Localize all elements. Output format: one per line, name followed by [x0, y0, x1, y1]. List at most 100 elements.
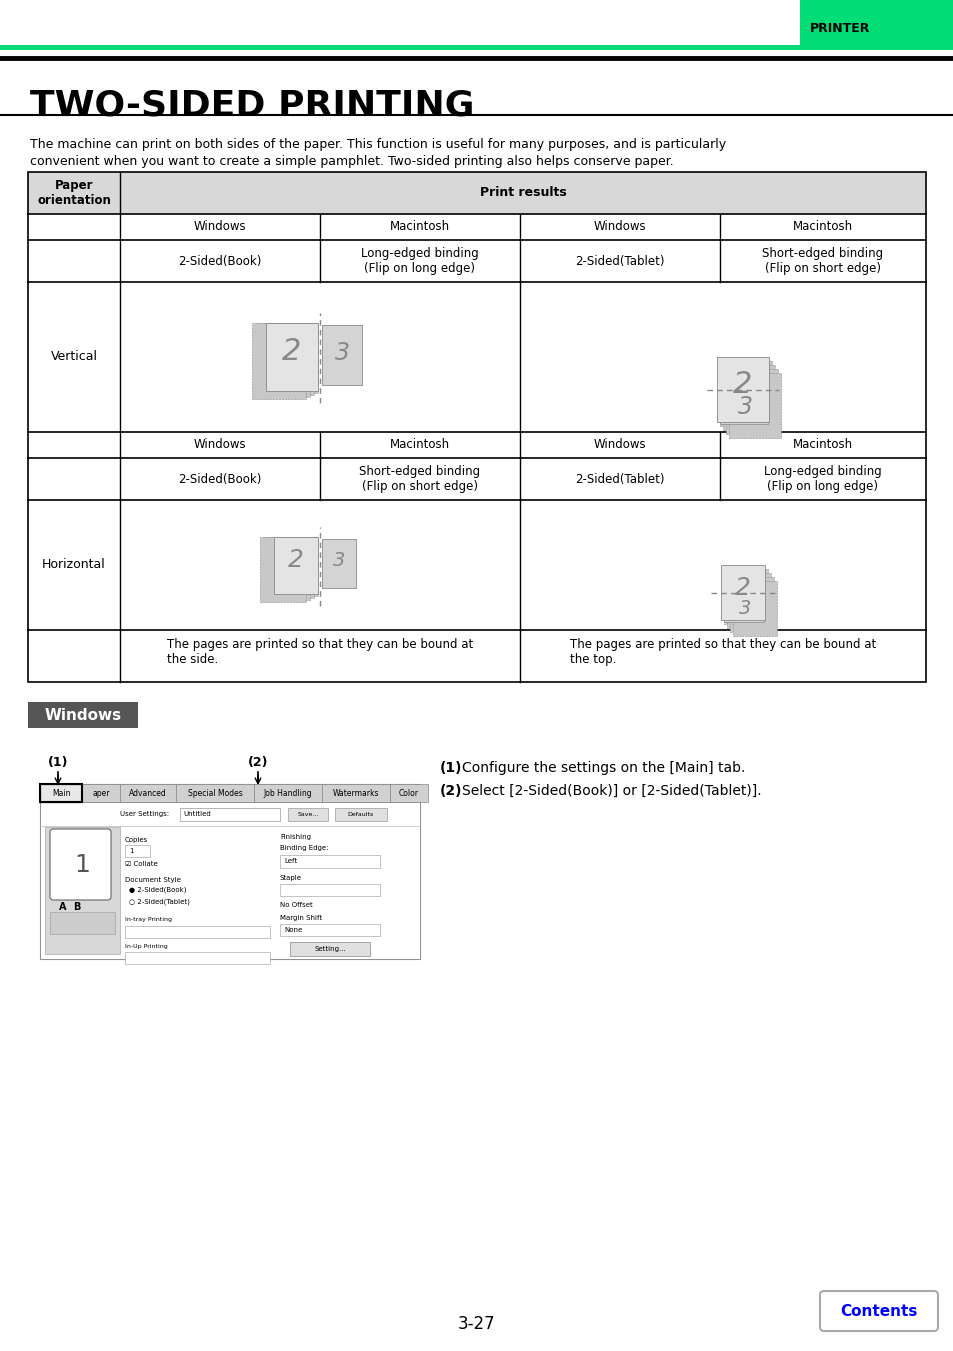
Text: 3: 3: [737, 396, 752, 420]
Text: 2: 2: [282, 338, 301, 366]
Text: Print results: Print results: [479, 186, 566, 200]
Text: Windows: Windows: [593, 220, 645, 234]
Text: 1: 1: [129, 848, 133, 854]
Text: 2-Sided(Tablet): 2-Sided(Tablet): [575, 473, 664, 485]
Text: ○ 2-Sided(Tablet): ○ 2-Sided(Tablet): [129, 898, 190, 905]
Bar: [390, 784, 428, 802]
Bar: [255, 323, 310, 397]
FancyBboxPatch shape: [28, 703, 138, 728]
Bar: [253, 784, 322, 802]
Bar: [280, 924, 379, 936]
Text: Main: Main: [51, 789, 71, 797]
Text: In-tray Printing: In-tray Printing: [125, 917, 172, 921]
Bar: [264, 323, 317, 393]
Text: Margin Shift: Margin Shift: [280, 915, 322, 921]
Text: Document Style: Document Style: [125, 877, 181, 884]
Text: Short-edged binding
(Flip on short edge): Short-edged binding (Flip on short edge): [359, 465, 480, 493]
Bar: [272, 536, 317, 596]
Text: (2): (2): [439, 784, 462, 798]
Bar: [720, 565, 764, 620]
Text: Untitled: Untitled: [183, 811, 211, 817]
Bar: [280, 855, 379, 867]
Bar: [260, 536, 306, 601]
Bar: [280, 884, 379, 896]
Text: Macintosh: Macintosh: [792, 220, 852, 234]
Text: 1: 1: [74, 852, 90, 877]
Bar: [268, 536, 314, 597]
Bar: [0, 0, 953, 45]
Bar: [0, 0, 800, 45]
Text: Copies: Copies: [125, 838, 148, 843]
Text: The pages are printed so that they can be bound at
the top.: The pages are printed so that they can b…: [569, 638, 875, 666]
Text: The pages are printed so that they can be bound at
the side.: The pages are printed so that they can b…: [167, 638, 473, 666]
Text: 2-Sided(Tablet): 2-Sided(Tablet): [575, 254, 664, 267]
Text: Configure the settings on the [Main] tab.: Configure the settings on the [Main] tab…: [461, 761, 744, 775]
Bar: [125, 844, 150, 857]
Text: Finishing: Finishing: [280, 834, 311, 840]
Bar: [720, 388, 767, 423]
Text: A: A: [59, 902, 67, 912]
Text: Windows: Windows: [193, 439, 246, 451]
Text: In-Up Printing: In-Up Printing: [125, 944, 168, 948]
Bar: [40, 784, 419, 959]
Text: Left: Left: [284, 858, 296, 865]
Text: Select [2-Sided(Book)] or [2-Sided(Tablet)].: Select [2-Sided(Book)] or [2-Sided(Table…: [461, 784, 760, 798]
Text: ☑ Collate: ☑ Collate: [125, 861, 157, 867]
Text: 2-Sided(Book): 2-Sided(Book): [178, 254, 261, 267]
Bar: [125, 925, 270, 938]
Bar: [717, 357, 768, 422]
Bar: [40, 784, 82, 802]
Text: 2-Sided(Book): 2-Sided(Book): [178, 473, 261, 485]
Text: Job Handling: Job Handling: [263, 789, 312, 797]
Text: (2): (2): [248, 757, 268, 769]
Bar: [264, 536, 310, 600]
Bar: [45, 827, 120, 954]
Bar: [180, 808, 280, 821]
Text: Special Modes: Special Modes: [188, 789, 242, 797]
Bar: [266, 323, 317, 390]
Text: TWO-SIDED PRINTING: TWO-SIDED PRINTING: [30, 88, 474, 122]
Bar: [335, 808, 387, 821]
Text: convenient when you want to create a simple pamphlet. Two-sided printing also he: convenient when you want to create a sim…: [30, 155, 673, 168]
Bar: [260, 323, 314, 394]
Bar: [728, 373, 781, 438]
Text: Contents: Contents: [840, 1304, 917, 1319]
Bar: [732, 581, 776, 636]
Text: None: None: [280, 885, 296, 890]
Text: B: B: [73, 902, 81, 912]
Bar: [322, 326, 361, 385]
Bar: [290, 942, 370, 957]
Text: Color: Color: [398, 789, 418, 797]
Bar: [722, 365, 774, 430]
Bar: [720, 361, 771, 426]
Text: Macintosh: Macintosh: [792, 439, 852, 451]
Bar: [322, 539, 355, 588]
FancyBboxPatch shape: [820, 1292, 937, 1331]
Bar: [120, 784, 175, 802]
Text: Horizontal: Horizontal: [42, 558, 106, 571]
Text: Advanced: Advanced: [129, 789, 167, 797]
Bar: [28, 172, 925, 213]
Text: Paper
orientation: Paper orientation: [37, 178, 111, 207]
Text: Macintosh: Macintosh: [390, 220, 450, 234]
Text: The machine can print on both sides of the paper. This function is useful for ma: The machine can print on both sides of t…: [30, 138, 725, 151]
Text: (1): (1): [439, 761, 462, 775]
Bar: [125, 952, 270, 965]
Bar: [726, 573, 770, 628]
Text: Setting...: Setting...: [314, 946, 346, 952]
Bar: [40, 784, 82, 802]
Text: Windows: Windows: [593, 439, 645, 451]
Bar: [288, 808, 328, 821]
Bar: [725, 369, 778, 434]
Text: Defaults: Defaults: [348, 812, 374, 816]
Text: 2: 2: [735, 576, 750, 600]
Bar: [28, 172, 925, 682]
Text: 2: 2: [288, 549, 304, 571]
Text: Windows: Windows: [193, 220, 246, 234]
Bar: [82, 784, 120, 802]
Text: No Offset: No Offset: [280, 902, 313, 908]
Text: Binding Edge:: Binding Edge:: [280, 844, 328, 851]
Text: Long-edged binding
(Flip on long edge): Long-edged binding (Flip on long edge): [763, 465, 881, 493]
Text: Watermarks: Watermarks: [333, 789, 379, 797]
Text: 3: 3: [333, 551, 345, 570]
